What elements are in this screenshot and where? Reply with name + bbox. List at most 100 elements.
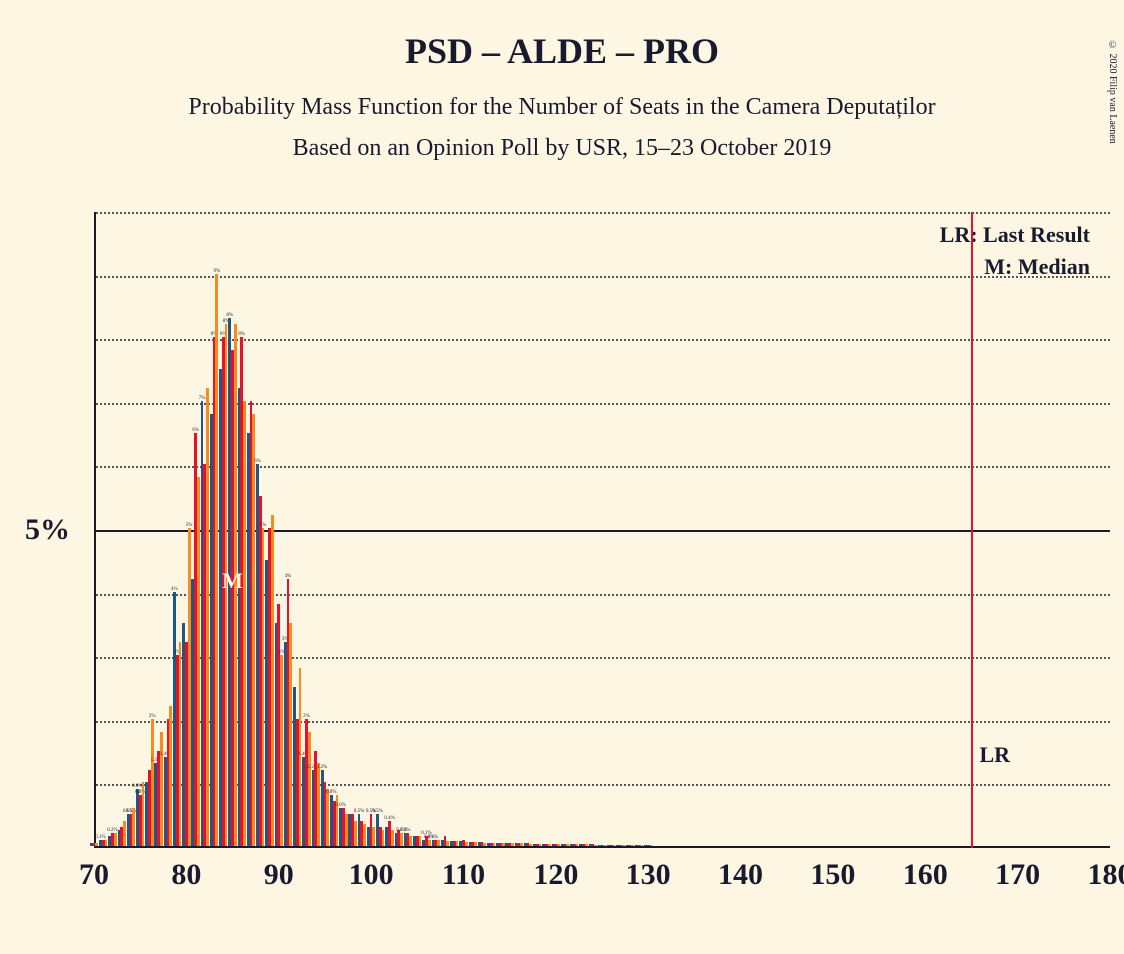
bar-value-label: 6%	[254, 459, 261, 464]
bar	[317, 763, 320, 846]
chart-title: PSD – ALDE – PRO	[0, 30, 1124, 72]
x-tick-label: 130	[626, 858, 671, 892]
copyright-text: © 2020 Filip van Laenen	[1107, 40, 1118, 144]
x-tick-label: 100	[349, 858, 394, 892]
bar	[160, 732, 163, 846]
bar	[243, 401, 246, 846]
bar-value-label: 8%	[226, 313, 233, 318]
x-tick-label: 170	[995, 858, 1040, 892]
bar	[169, 706, 172, 846]
bar	[308, 732, 311, 846]
bar	[252, 414, 255, 846]
bar	[539, 844, 542, 846]
lr-label-marker: LR	[979, 742, 1010, 768]
bar	[105, 840, 108, 846]
last-result-line	[971, 212, 973, 848]
bar	[465, 842, 468, 846]
bar	[142, 782, 145, 846]
bar-value-label: 4%	[285, 574, 292, 579]
bar	[372, 827, 375, 846]
bar	[326, 789, 329, 846]
bar	[382, 830, 385, 846]
x-tick-label: 140	[718, 858, 763, 892]
bar	[529, 844, 532, 846]
bar	[437, 840, 440, 846]
bar: 9%	[215, 274, 218, 846]
bar	[650, 845, 653, 846]
bar	[123, 821, 126, 846]
bar	[511, 843, 514, 846]
bar	[354, 821, 357, 846]
bar-value-label: 2%	[149, 714, 156, 719]
bar-value-label: 5%	[186, 523, 193, 528]
bar	[289, 623, 292, 846]
gridline	[96, 339, 1110, 341]
x-tick-label: 80	[171, 858, 201, 892]
bar-value-label: 0.5%	[372, 809, 382, 814]
bar	[456, 841, 459, 846]
bar	[114, 833, 117, 846]
bar	[520, 843, 523, 846]
bar	[493, 843, 496, 846]
bar: 2%	[151, 719, 154, 846]
bar-value-label: 7%	[199, 396, 206, 401]
legend-lr: LR: Last Result	[940, 222, 1090, 248]
bar	[474, 842, 477, 846]
bar	[613, 845, 616, 846]
x-axis	[94, 846, 1110, 848]
y-tick-label-5: 5%	[25, 513, 70, 547]
bar-value-label: 6%	[192, 428, 199, 433]
bar	[95, 843, 98, 846]
bar-value-label: 5%	[260, 523, 267, 528]
bar	[594, 845, 597, 846]
bar	[548, 844, 551, 846]
x-tick-label: 90	[264, 858, 294, 892]
bar	[409, 836, 412, 846]
bar	[197, 477, 200, 846]
bar-value-label: 2%	[303, 714, 310, 719]
bar	[557, 844, 560, 846]
bar: 0.2%	[400, 833, 403, 846]
bar	[502, 843, 505, 846]
bar: 0.1%	[428, 840, 431, 846]
bar: 3%	[280, 655, 283, 846]
bar-value-label: 0.5%	[354, 809, 364, 814]
bar	[585, 844, 588, 846]
x-tick-label: 70	[79, 858, 109, 892]
chart-plot-area: LR: Last Result M: Median 5%708090100110…	[94, 212, 1110, 848]
gridline	[96, 276, 1110, 278]
bar: 5%	[188, 528, 191, 846]
bar	[345, 814, 348, 846]
gridline	[96, 212, 1110, 214]
bar-value-label: 4%	[171, 587, 178, 592]
bar-value-label: 9%	[213, 269, 220, 274]
bar	[483, 843, 486, 846]
bar	[631, 845, 634, 846]
bar	[603, 845, 606, 846]
bar	[271, 515, 274, 846]
chart-subtitle-2: Based on an Opinion Poll by USR, 15–23 O…	[0, 135, 1124, 162]
median-marker: M	[222, 568, 243, 594]
bar	[566, 844, 569, 846]
bar-value-label: 8%	[238, 332, 245, 337]
bar: 5%	[262, 528, 265, 846]
bar	[640, 845, 643, 846]
bar	[419, 836, 422, 846]
x-tick-label: 160	[903, 858, 948, 892]
bar	[576, 844, 579, 846]
bar	[391, 830, 394, 846]
x-tick-label: 150	[810, 858, 855, 892]
x-tick-label: 110	[442, 858, 485, 892]
bar	[622, 845, 625, 846]
bar	[179, 642, 182, 846]
bar	[132, 808, 135, 846]
bar-value-label: 0.4%	[384, 816, 394, 821]
bar	[446, 841, 449, 846]
bar	[363, 824, 366, 846]
gridline	[96, 403, 1110, 405]
bar	[206, 388, 209, 846]
chart-subtitle-1: Probability Mass Function for the Number…	[0, 94, 1124, 121]
x-tick-label: 180	[1088, 858, 1124, 892]
bar-value-label: 1.2%	[317, 765, 327, 770]
x-tick-label: 120	[533, 858, 578, 892]
